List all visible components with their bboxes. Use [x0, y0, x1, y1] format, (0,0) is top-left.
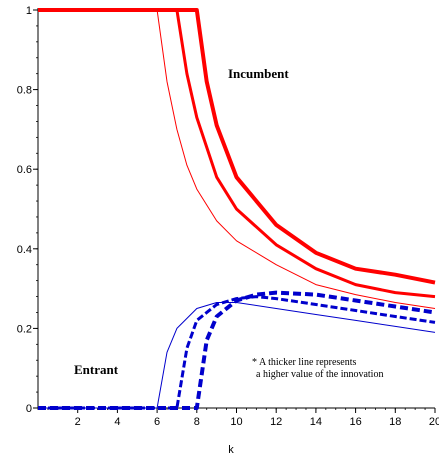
x-tick-label: 20	[429, 416, 439, 428]
y-tick-label: 0.4	[17, 244, 32, 256]
x-tick-label: 4	[114, 416, 120, 428]
x-tick-label: 12	[270, 416, 282, 428]
incumbent-medium-series	[38, 8, 436, 299]
y-tick-label: 0.8	[17, 85, 32, 97]
note-line-2: a higher value of the innovation	[256, 369, 383, 380]
entrant-label: Entrant	[74, 362, 119, 377]
x-tick-label: 10	[230, 416, 242, 428]
x-tick-label: 16	[349, 416, 361, 428]
entrant-thick-series	[38, 290, 436, 410]
incumbent-thick-series	[38, 8, 436, 285]
x-tick-label: 18	[389, 416, 401, 428]
incumbent-thin-series	[38, 9, 436, 309]
y-tick-label: 1	[26, 5, 32, 17]
annotation-layer: Incumbent Entrant * A thicker line repre…	[74, 66, 383, 456]
y-tick-label: 0.2	[17, 323, 32, 335]
entrant-medium-series	[38, 295, 436, 410]
x-tick-label: 8	[194, 416, 200, 428]
y-tick-label: 0	[26, 403, 32, 415]
note-line-1: * A thicker line represents	[252, 357, 357, 368]
incumbent-label: Incumbent	[228, 66, 289, 81]
x-axis-label: k	[228, 444, 234, 456]
y-tick-label: 0.6	[17, 164, 32, 176]
x-tick-label: 2	[75, 416, 81, 428]
x-tick-label: 6	[154, 416, 160, 428]
entrant-thin-series	[38, 302, 436, 409]
x-tick-label: 14	[310, 416, 322, 428]
series-layer	[38, 8, 436, 410]
